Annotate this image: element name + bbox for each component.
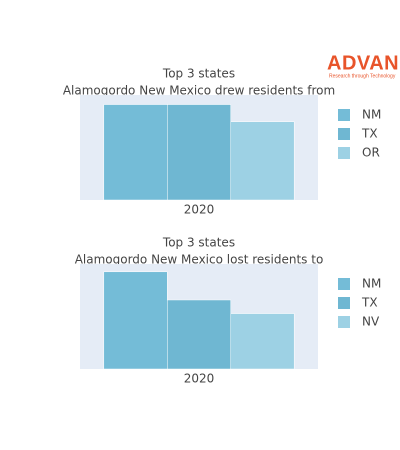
bar <box>103 104 168 201</box>
x-tick-label: 2020 <box>184 372 215 386</box>
legend-label: NM <box>362 108 381 122</box>
legend-label: TX <box>361 127 378 141</box>
chart-subtitle: Alamogordo New Mexico drew residents fro… <box>63 84 335 98</box>
bar <box>230 313 295 370</box>
legend-swatch <box>338 297 350 309</box>
legend-swatch <box>338 128 350 140</box>
logo-tagline: Research through Technology <box>329 73 396 79</box>
chart-title: Top 3 states <box>162 67 235 81</box>
chart-subtitle: Alamogordo New Mexico lost residents to <box>75 253 324 267</box>
legend-label: NM <box>362 277 381 291</box>
legend-swatch <box>338 147 350 159</box>
legend-swatch <box>338 278 350 290</box>
x-tick-label: 2020 <box>184 203 215 217</box>
legend-swatch <box>338 316 350 328</box>
bar <box>230 121 295 201</box>
chart-title: Top 3 states <box>162 236 235 250</box>
legend-label: NV <box>362 315 380 329</box>
legend-swatch <box>338 109 350 121</box>
bar <box>167 104 231 201</box>
bar <box>103 271 168 370</box>
logo: ADVAN <box>327 52 399 74</box>
legend-label: TX <box>361 296 378 310</box>
legend-label: OR <box>362 146 380 160</box>
bar <box>167 299 231 370</box>
